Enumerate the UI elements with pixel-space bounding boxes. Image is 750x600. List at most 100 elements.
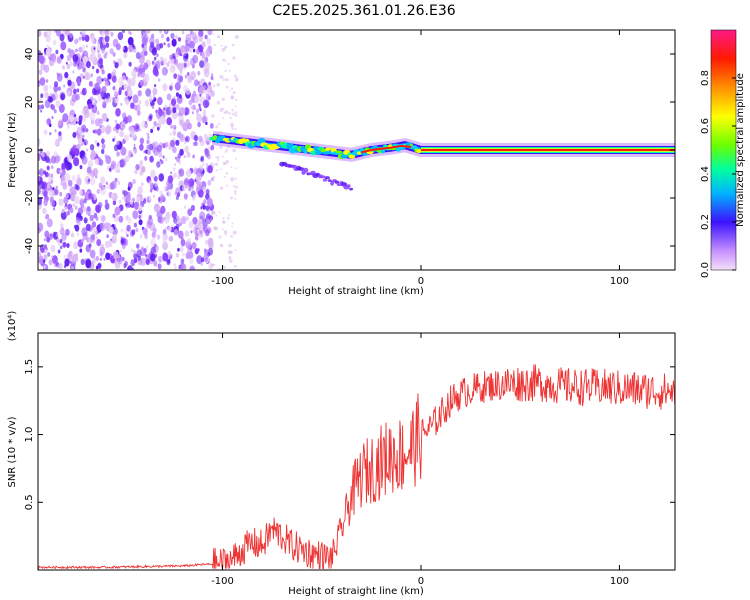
noise-blob [96,45,101,52]
noise-blob [235,167,238,170]
noise-blob [215,125,219,129]
noise-blob [62,65,65,70]
noise-blob [208,96,211,100]
noise-blob [89,214,94,222]
noise-blob [160,56,164,62]
noise-blob [136,195,141,203]
spectrogram-ytick-label: 0 [24,147,35,153]
noise-blob [107,96,112,103]
noise-blob [116,140,120,146]
noise-blob [228,214,231,216]
noise-blob [135,52,141,60]
noise-blob [151,105,155,109]
noise-blob [207,179,212,186]
noise-blob [53,151,58,158]
noise-blob [125,99,129,106]
noise-blob [71,93,78,103]
noise-blob [162,155,165,159]
noise-blob [198,103,201,107]
noise-blob [112,97,116,102]
noise-blob [167,175,173,184]
noise-blob [69,32,73,39]
noise-blob [53,207,56,211]
noise-blob [214,162,219,167]
noise-blob [217,156,220,159]
noise-blob [101,148,105,155]
noise-blob [92,256,97,264]
noise-blob [59,191,63,197]
noise-blob [189,40,195,49]
noise-blob [95,216,99,221]
noise-blob [207,165,213,174]
noise-blob [112,52,116,57]
noise-blob [146,144,150,150]
signal-branch-blob [327,179,332,182]
noise-blob [72,70,75,74]
noise-blob [69,186,76,196]
noise-blob [141,30,147,35]
signal-blob [335,150,343,154]
noise-blob [182,53,189,62]
noise-blob [120,102,123,106]
noise-blob [133,148,138,154]
noise-blob [168,226,172,232]
noise-blob [173,228,179,236]
noise-blob [202,162,205,166]
noise-blob [135,164,140,171]
noise-blob [155,64,158,68]
noise-blob [235,79,237,82]
noise-blob [51,116,54,119]
noise-blob [193,79,199,87]
noise-blob [231,109,234,112]
noise-blob [234,248,237,251]
colorbar-label: Normalized spectral amplitude [735,73,746,227]
noise-blob [121,30,125,34]
noise-blob [175,139,180,146]
noise-blob [223,230,228,234]
noise-blob [147,217,153,226]
noise-blob [170,32,175,40]
noise-blob [77,48,80,52]
noise-blob [116,43,121,51]
noise-blob [42,207,47,215]
noise-blob [158,173,165,182]
noise-blob [123,263,127,269]
noise-blob [205,239,209,245]
noise-blob [138,205,143,212]
noise-blob [157,78,161,82]
noise-blob [96,207,100,212]
noise-blob [132,179,136,185]
noise-blob [175,103,180,110]
noise-blob [162,143,166,149]
noise-blob [142,33,149,43]
noise-blob [79,165,83,170]
noise-blob [177,175,181,180]
noise-blob [38,170,42,175]
noise-blob [169,235,174,242]
signal-branch-blob [349,187,354,191]
spectrogram-axes: -100 0 100 40 20 0 -20 -40 [24,30,675,287]
noise-blob [82,89,86,96]
noise-blob [233,74,237,78]
noise-blob [53,84,59,93]
noise-blob [204,249,209,256]
noise-blob [232,56,236,60]
noise-blob [60,223,64,229]
noise-blob [110,31,114,37]
noise-blob [186,169,192,178]
noise-blob [126,77,131,84]
noise-blob [188,186,192,192]
signal-blob [286,143,294,149]
noise-blob [40,104,45,110]
noise-blob [43,129,48,135]
noise-blob [85,44,88,48]
noise-blob [46,30,52,37]
signal-blob [292,145,298,149]
noise-blob [149,94,152,98]
noise-blob [95,68,100,74]
noise-blob [43,199,48,206]
noise-blob [93,98,97,103]
noise-blob [154,69,159,77]
noise-blob [152,125,155,130]
signal-blob [340,154,348,159]
